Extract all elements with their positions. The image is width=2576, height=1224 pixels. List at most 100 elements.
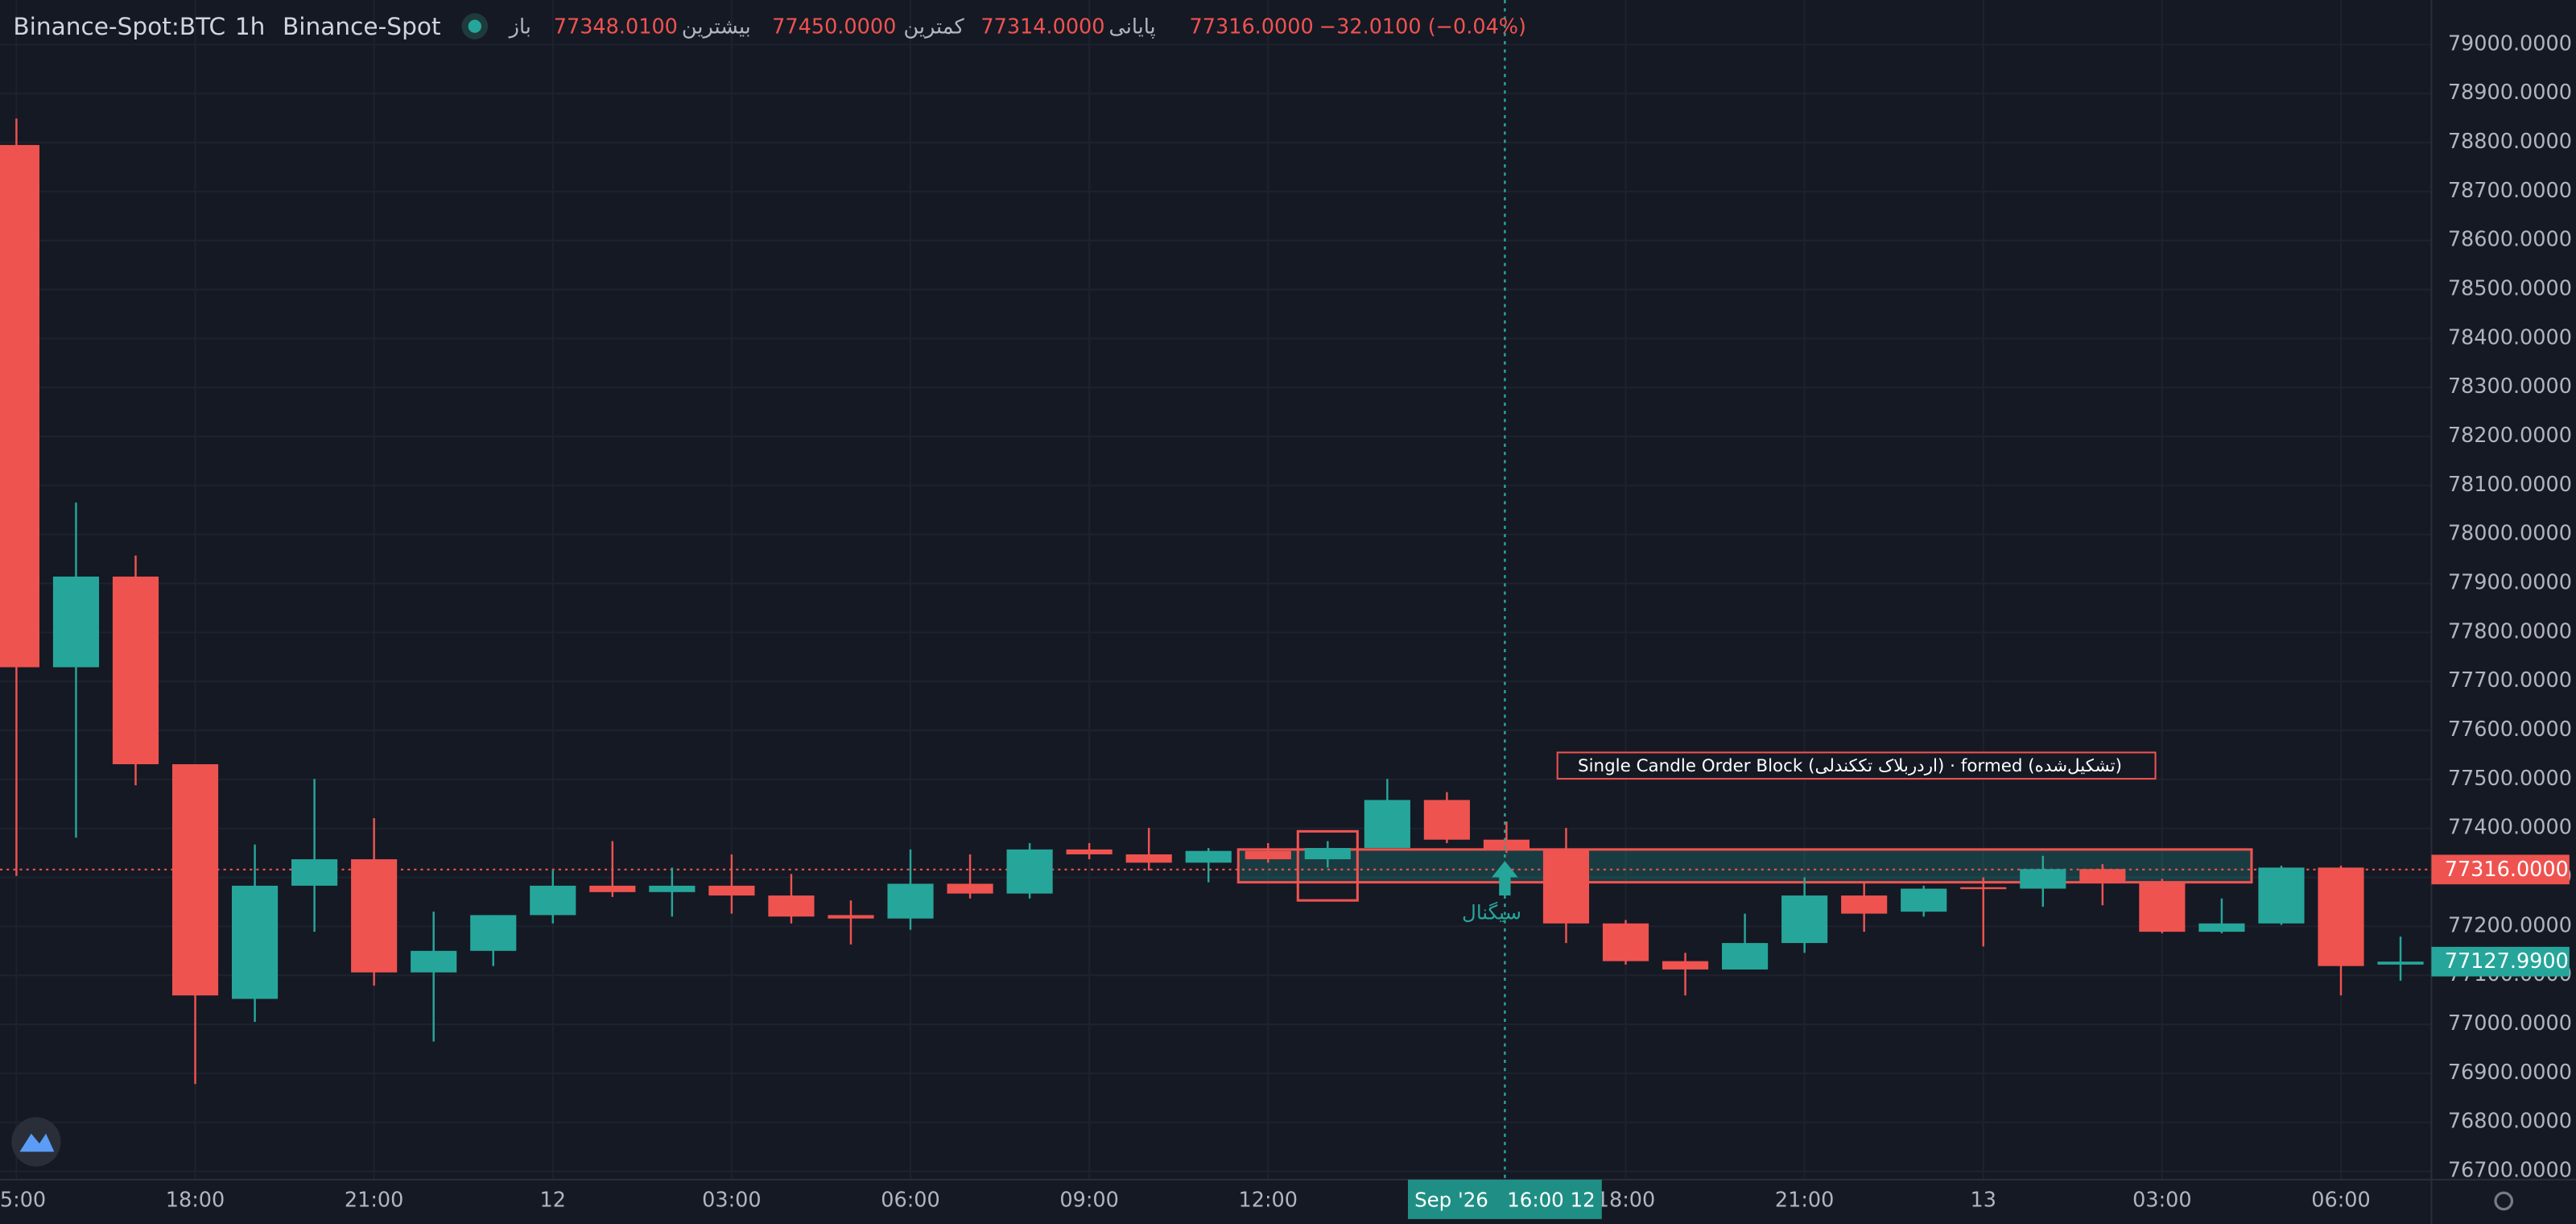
candle-body [768,895,815,917]
candles [0,118,2424,1085]
x-tick-label: 06:00 [881,1188,940,1212]
logo-mark[interactable] [19,1133,55,1152]
candle-body [1364,800,1410,849]
candle-body [1542,849,1590,924]
symbol: Binance-Spot:BTC [13,13,225,40]
y-tick-label: 77900.0000 [2448,571,2572,595]
candle-body [411,950,457,973]
x-tick-label: 21:00 [345,1188,404,1212]
y-tick-label: 77500.0000 [2448,767,2572,791]
ohlc-value: 77316.0000 [1190,15,1314,39]
candle-body [1602,923,1649,961]
y-tick-label: 77600.0000 [2448,717,2572,742]
y-tick-label: 78400.0000 [2448,325,2572,349]
y-tick-label: 79000.0000 [2448,31,2572,56]
y-tick-label: 78800.0000 [2448,130,2572,154]
exchange: Binance-Spot [283,13,441,40]
y-tick-label: 76800.0000 [2448,1110,2572,1134]
price-tag [2431,854,2570,885]
y-tick-label: 78500.0000 [2448,277,2572,301]
candle-body [947,883,993,894]
candle-body [2079,869,2126,883]
y-tick-label: 77400.0000 [2448,816,2572,840]
x-tick-label: 13 [1971,1188,1996,1212]
y-tick-label: 78200.0000 [2448,424,2572,448]
candle-body [112,577,159,765]
y-tick-label: 77200.0000 [2448,913,2572,937]
candle-body [1483,839,1530,850]
candle-body [2020,869,2066,889]
y-tick-label: 78300.0000 [2448,374,2572,399]
signal-label: سیگنال [1462,900,1521,924]
candle-body [1662,961,1709,970]
ohlc-value: 77348.0100 [554,15,678,39]
x-tick-label: 15:00 [0,1188,46,1212]
order-block-label-box [1556,751,2157,780]
candle-body [1125,854,1172,863]
candle-body [1901,888,1947,912]
x-tick-label: 21:00 [1775,1188,1835,1212]
header: Binance-Spot:BTC 1h Binance-Spot باز 773… [13,13,1526,40]
signal-arrow [1492,861,1518,895]
price-tag-label: 77127.9900 [2445,949,2569,974]
crosshair-time-label: Sep '26 16:00 12 [1414,1188,1596,1211]
ohlc-label: کمترین [903,15,964,39]
y-tick-label: 78900.0000 [2448,81,2572,105]
x-tick-label: 18:00 [166,1188,225,1212]
candle-body [1185,850,1232,863]
y-tick-label: 77800.0000 [2448,619,2572,643]
candle-body [351,859,398,973]
candle-body [1304,848,1351,860]
candle-body [2139,882,2186,932]
candle-body [1245,850,1291,860]
x-tick-label: 09:00 [1059,1188,1119,1212]
price-tag-label: 77316.0000 [2445,858,2569,882]
candle-body [1066,849,1113,854]
settings-icon[interactable] [2494,1191,2514,1211]
candle-body [887,883,934,919]
candle-body [708,885,755,896]
candle-body [1423,800,1470,840]
candle-body [2258,867,2305,924]
x-tick-label: 03:00 [2132,1188,2192,1212]
crosshair-time-box [1407,1179,1602,1219]
axes: 76700.0000 76800.0000 76900.0000 77000.0000… [0,31,2572,1212]
candle-body [2318,867,2364,966]
candle-body [291,859,338,886]
candle-body [2198,923,2245,932]
ohlc-value: 77314.0000 [980,15,1104,39]
ohlc-value: 77450.0000 [772,15,896,39]
y-tick-label: 76700.0000 [2448,1159,2572,1183]
y-tick-label: 78700.0000 [2448,179,2572,203]
source-block [1296,829,1359,902]
candle-body [1841,895,1888,914]
candle-body [828,915,874,919]
candle-body [2377,961,2424,965]
settings[interactable] [2494,1191,2514,1211]
candle-body [530,885,576,916]
candle-body [1006,849,1053,894]
ohlc-label: بیشترین [682,15,751,39]
candle-body [649,885,696,892]
order-block-label: Single Candle Order Block (اردربلاک تککن… [1578,756,2122,776]
candle-body [1960,887,2007,890]
ohlc-label: پایانی [1109,15,1156,39]
y-tick-label: 77000.0000 [2448,1011,2572,1036]
y-tick-label: 78100.0000 [2448,473,2572,497]
candle-body [589,885,636,892]
x-tick-label: 12 [540,1188,566,1212]
y-tick-label: 78600.0000 [2448,228,2572,252]
x-tick-label: 12:00 [1239,1188,1298,1212]
x-tick-label: 03:00 [702,1188,762,1212]
candle-body [52,577,100,668]
grid [0,0,2431,1180]
interval: 1h [235,13,266,40]
change: −32.0100 (−0.04%) [1319,15,1526,39]
candle-body [470,915,517,951]
x-tick-label: 06:00 [2311,1188,2371,1212]
logo[interactable] [11,1117,61,1167]
x-tick-label: 18:00 [1596,1188,1656,1212]
y-tick-label: 77700.0000 [2448,668,2572,693]
